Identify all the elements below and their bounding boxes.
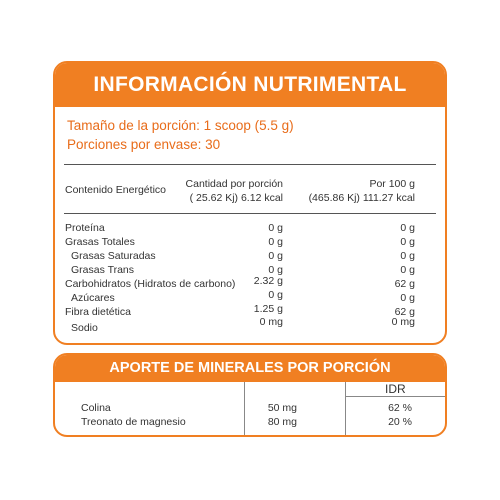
divider	[64, 164, 436, 165]
nutrient-per-serving: 2.32 g	[253, 275, 283, 287]
nutrition-facts-panel: INFORMACIÓN NUTRIMENTAL Tamaño de la por…	[53, 61, 447, 345]
nutrient-per-serving: 1.25 g	[253, 303, 283, 315]
idr-header: IDR	[385, 382, 406, 396]
nutrient-name: Fibra dietética	[65, 306, 131, 318]
nutrient-name: Grasas Trans	[71, 264, 135, 276]
minerals-panel: APORTE DE MINERALES POR PORCIÓN IDR Coli…	[53, 353, 447, 437]
per-100g-header: Por 100 g	[369, 178, 415, 190]
column-divider	[244, 382, 245, 435]
minerals-title: APORTE DE MINERALES POR PORCIÓN	[55, 355, 445, 382]
nutrient-per-100g: 0 mg	[391, 316, 415, 328]
serving-size: Tamaño de la porción: 1 scoop (5.5 g)	[67, 118, 294, 133]
nutrition-title: INFORMACIÓN NUTRIMENTAL	[55, 63, 445, 107]
servings-per-container: Porciones por envase: 30	[67, 137, 221, 152]
divider	[64, 213, 436, 214]
nutrient-per-100g: 0 g	[400, 264, 415, 276]
nutrient-per-100g: 62 g	[394, 306, 415, 318]
nutrient-name: Proteína	[65, 222, 105, 234]
mineral-amount: 80 mg	[267, 416, 297, 428]
per-serving-header: Cantidad por porción	[185, 178, 283, 190]
nutrient-name: Carbohidratos (Hidratos de carbono)	[65, 278, 236, 290]
nutrient-per-serving: 0 mg	[259, 316, 283, 328]
per-serving-energy: ( 25.62 Kj) 6.12 kcal	[189, 192, 283, 204]
nutrient-per-serving: 0 g	[268, 264, 283, 276]
nutrient-per-serving: 0 g	[268, 236, 283, 248]
nutrient-per-100g: 0 g	[400, 292, 415, 304]
nutrient-name: Grasas Totales	[65, 236, 135, 248]
column-divider	[345, 382, 346, 435]
nutrient-per-serving: 0 g	[268, 289, 283, 301]
nutrient-name: Sodio	[71, 322, 98, 334]
nutrient-per-serving: 0 g	[268, 222, 283, 234]
mineral-name: Colina	[81, 402, 111, 414]
mineral-name: Treonato de magnesio	[81, 416, 186, 428]
idr-underline	[345, 396, 445, 397]
nutrient-per-100g: 62 g	[394, 278, 415, 290]
nutrient-per-100g: 0 g	[400, 236, 415, 248]
nutrient-name: Azúcares	[71, 292, 115, 304]
mineral-idr: 20 %	[388, 416, 412, 428]
nutrient-name: Grasas Saturadas	[71, 250, 156, 262]
per-100g-energy: (465.86 Kj) 111.27 kcal	[308, 192, 415, 204]
nutrient-per-serving: 0 g	[268, 250, 283, 262]
mineral-amount: 50 mg	[267, 402, 297, 414]
energy-label: Contenido Energético	[65, 184, 166, 196]
mineral-idr: 62 %	[388, 402, 412, 414]
nutrient-per-100g: 0 g	[400, 222, 415, 234]
nutrient-per-100g: 0 g	[400, 250, 415, 262]
